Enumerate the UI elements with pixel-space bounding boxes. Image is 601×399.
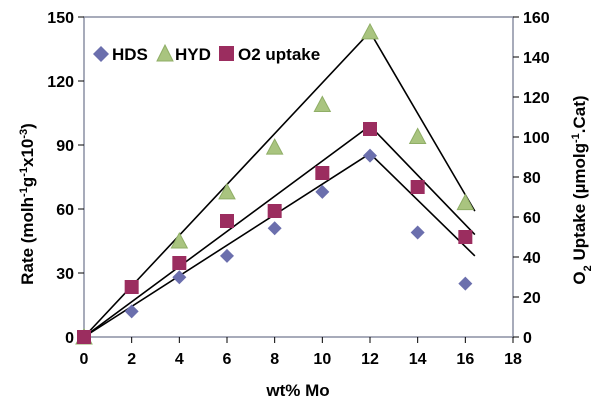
legend: HDS HYD O2 uptake — [93, 43, 320, 64]
x-tick-label: 12 — [361, 351, 379, 368]
left-axis-ticks: 0 30 60 90 120 150 — [47, 10, 84, 347]
x-tick-label: 10 — [313, 351, 331, 368]
left-axis-title: Rate (molh-1g-1x10-3) — [18, 123, 37, 285]
right-tick-label: 60 — [523, 210, 541, 227]
x-tick-label: 18 — [504, 351, 522, 368]
right-tick-label: 40 — [523, 250, 541, 267]
o2-uptake-point — [124, 280, 139, 294]
x-tick-label: 16 — [456, 351, 474, 368]
o2-uptake-point — [172, 256, 187, 270]
right-tick-label: 140 — [523, 50, 550, 67]
x-tick-label: 2 — [127, 351, 136, 368]
legend-o2-label: O2 uptake — [238, 45, 320, 64]
o2-uptake-point — [77, 330, 91, 344]
hyd-point — [456, 193, 475, 211]
x-axis-ticks: 0 2 4 6 8 10 12 14 16 18 — [80, 337, 522, 368]
o2-uptake-point — [458, 230, 473, 244]
legend-hyd-marker — [156, 43, 174, 62]
right-tick-label: 120 — [523, 90, 550, 107]
left-tick-label: 120 — [47, 74, 74, 91]
left-tick-label: 0 — [65, 330, 74, 347]
o2-uptake-point — [315, 166, 330, 180]
x-tick-label: 4 — [175, 351, 184, 368]
o2-uptake-point — [220, 214, 234, 228]
x-tick-label: 6 — [223, 351, 232, 368]
hyd-point — [361, 22, 379, 40]
right-tick-label: 160 — [523, 10, 550, 27]
o2-uptake-point — [363, 122, 377, 136]
right-tick-label: 20 — [523, 290, 541, 307]
hyd-point — [170, 231, 189, 249]
hds-point — [267, 221, 282, 236]
left-tick-label: 90 — [56, 138, 74, 155]
hyd-point — [408, 127, 427, 144]
hds-point — [410, 225, 425, 240]
hds-point — [363, 148, 377, 163]
legend-hds-marker — [93, 46, 109, 62]
x-tick-label: 14 — [409, 351, 427, 368]
right-tick-label: 80 — [523, 170, 541, 187]
left-tick-label: 150 — [47, 10, 74, 27]
legend-hds-label: HDS — [112, 45, 148, 64]
hds-point — [220, 248, 234, 263]
left-tick-label: 30 — [56, 266, 74, 283]
legend-hyd-label: HYD — [175, 45, 211, 64]
left-tick-label: 60 — [56, 202, 74, 219]
right-axis-ticks: 0 20 40 60 80 100 120 140 160 — [513, 10, 550, 347]
hyd-point — [218, 182, 236, 200]
hds-point — [172, 270, 187, 285]
hds-point — [315, 184, 330, 199]
hds-point — [458, 276, 473, 291]
x-tick-label: 0 — [80, 351, 89, 368]
hyd-point — [265, 138, 284, 155]
right-tick-label: 0 — [523, 330, 532, 347]
right-axis-title: O2 Uptake (µmolg-1.Cat) — [570, 95, 594, 284]
hyd-point — [313, 95, 332, 112]
right-tick-label: 100 — [523, 130, 550, 147]
hds-point — [124, 304, 139, 319]
x-tick-label: 8 — [270, 351, 279, 368]
x-axis-title: wt% Mo — [265, 381, 329, 399]
legend-o2-marker — [219, 46, 234, 61]
o2-uptake-point — [410, 180, 425, 194]
o2-uptake-point — [267, 204, 282, 218]
data-points — [75, 22, 475, 345]
